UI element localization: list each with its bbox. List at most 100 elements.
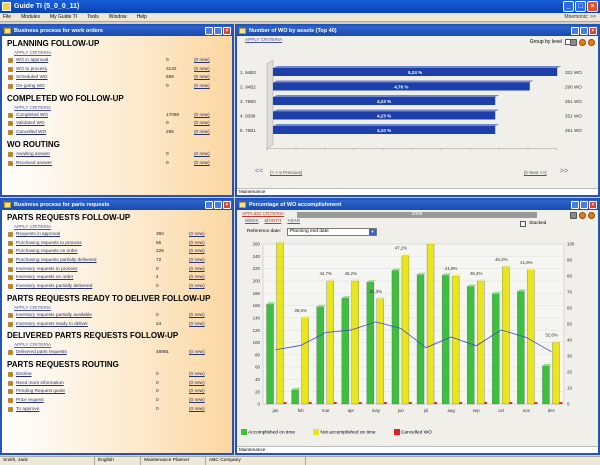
item-new-link[interactable]: (0 new) — [189, 265, 205, 271]
list-item[interactable]: Awaiting answer 0 (0 new) — [2, 150, 232, 159]
minimize-pane-button[interactable] — [205, 201, 213, 209]
mnemonic-label[interactable]: Mnemonic: >> — [564, 14, 596, 20]
list-item[interactable]: Delivered parts requests 48981 (0 new) — [2, 348, 232, 357]
bar-not-accomplished[interactable] — [426, 243, 435, 405]
apply-criteria-link[interactable]: APPLY CRITERIA — [14, 50, 52, 55]
item-new-link[interactable]: (0 new) — [189, 396, 205, 402]
list-item[interactable]: Completed WO 17068 (0 new) — [2, 111, 232, 120]
list-item[interactable]: Purchasing requests partially delivered 7… — [2, 256, 232, 265]
list-item[interactable]: Need more information 0 (0 new) — [2, 379, 232, 388]
chevron-down-icon[interactable]: ▼ — [369, 229, 376, 235]
list-item[interactable]: Purchasing requests to process 65 (0 new) — [2, 239, 232, 248]
item-new-link[interactable]: (0 new) — [189, 320, 205, 326]
list-item[interactable]: Pending Request quote 0 (0 new) — [2, 387, 232, 396]
item-new-link[interactable]: (0 new) — [189, 311, 205, 317]
bar-accomplished[interactable] — [542, 365, 550, 405]
item-label[interactable]: Scheduled WO — [16, 74, 48, 80]
print-icon[interactable] — [570, 39, 577, 46]
applied-criteria-link[interactable]: APPLIED CRITERIA — [242, 211, 285, 216]
bar-cancelled[interactable] — [459, 402, 463, 404]
item-label[interactable]: Inventory requests ready to deliver — [16, 320, 88, 326]
bar[interactable] — [273, 82, 530, 91]
item-new-link[interactable]: (0 new) — [194, 111, 210, 117]
close-pane-button[interactable]: × — [223, 201, 231, 209]
maximize-pane-button[interactable] — [214, 27, 222, 35]
week-link[interactable]: WEEK — [245, 218, 259, 223]
list-item[interactable]: Received answer 0 (0 new) — [2, 159, 232, 168]
item-label[interactable]: Inventory requests partially available — [16, 311, 92, 317]
bar-not-accomplished[interactable] — [301, 317, 309, 405]
menu-tools[interactable]: Tools — [87, 14, 99, 20]
item-new-link[interactable]: (0 new) — [194, 74, 210, 80]
bar[interactable] — [273, 68, 558, 76]
item-label[interactable]: Pending Request quote — [16, 388, 65, 394]
bar[interactable] — [273, 97, 496, 105]
list-item[interactable]: Inventory requests to process 0 (0 new) — [2, 265, 232, 274]
bar-accomplished[interactable] — [416, 274, 425, 405]
bar-accomplished[interactable] — [341, 298, 349, 405]
apply-criteria-link[interactable]: APPLY CRITERIA — [14, 224, 52, 229]
bar-not-accomplished[interactable] — [502, 266, 510, 405]
item-label[interactable]: To approve — [16, 405, 40, 411]
bar-cancelled[interactable] — [408, 402, 412, 404]
maximize-pane-button[interactable] — [580, 27, 588, 35]
list-item[interactable]: On-going WO 0 (0 new) — [2, 82, 232, 91]
month-link[interactable]: MONTH — [264, 218, 282, 223]
year-bar[interactable]: 2009 — [297, 212, 537, 218]
item-new-link[interactable]: (0 new) — [194, 129, 210, 135]
last-page-button[interactable]: >> — [560, 168, 569, 175]
item-new-link[interactable]: (0 new) — [189, 405, 205, 411]
item-new-link[interactable]: (0 new) — [189, 370, 205, 376]
maximize-button[interactable]: □ — [575, 1, 586, 12]
bar-cancelled[interactable] — [484, 402, 488, 404]
maximize-pane-button[interactable] — [580, 201, 588, 209]
list-item[interactable]: To approve 0 (0 new) — [2, 405, 232, 414]
item-new-link[interactable]: (0 new) — [194, 65, 210, 71]
settings-icon[interactable] — [588, 39, 595, 46]
menu-help[interactable]: Help — [136, 14, 147, 20]
item-new-link[interactable]: (0 new) — [194, 57, 210, 62]
bar-accomplished[interactable] — [316, 306, 324, 405]
bar-accomplished[interactable] — [467, 286, 475, 405]
item-label[interactable]: Purchasing requests partially delivered — [16, 257, 97, 263]
refresh-icon[interactable] — [579, 212, 586, 219]
list-item[interactable]: Cancelled WO 295 (0 new) — [2, 128, 232, 137]
bar-accomplished[interactable] — [366, 282, 375, 405]
bar-not-accomplished[interactable] — [527, 269, 535, 405]
item-label[interactable]: Inventory requests to process — [16, 265, 78, 271]
item-new-link[interactable]: (0 new) — [194, 159, 210, 165]
menu-window[interactable]: Window — [108, 14, 127, 20]
apply-criteria-link[interactable]: APPLY CRITERIA — [14, 104, 52, 110]
list-item[interactable]: Inventory requests on order 4 (0 new) — [2, 273, 232, 282]
item-label[interactable]: Awaiting answer — [16, 150, 51, 156]
bar-cancelled[interactable] — [534, 402, 538, 404]
item-label[interactable]: Delivered parts requests — [16, 349, 67, 355]
item-label[interactable]: Need more information — [16, 379, 64, 385]
bar-cancelled[interactable] — [333, 402, 337, 404]
item-new-link[interactable]: (0 new) — [189, 239, 205, 245]
item-new-link[interactable]: (0 new) — [189, 257, 205, 263]
list-item[interactable]: Purchasing requests on order 225 (0 new) — [2, 247, 232, 256]
bar-cancelled[interactable] — [509, 402, 513, 404]
bar-cancelled[interactable] — [559, 402, 563, 404]
first-page-button[interactable]: << — [255, 168, 264, 175]
item-label[interactable]: WO in approval — [16, 57, 49, 62]
refresh-icon[interactable] — [579, 39, 586, 46]
bar[interactable] — [273, 126, 496, 134]
bar-cancelled[interactable] — [434, 402, 438, 404]
minimize-pane-button[interactable] — [571, 27, 579, 35]
item-new-link[interactable]: (0 new) — [194, 83, 210, 89]
item-label[interactable]: Inventory requests partially delivered — [16, 283, 93, 289]
item-label[interactable]: On-going WO — [16, 83, 45, 89]
item-label[interactable]: Completed WO — [16, 111, 49, 117]
item-label[interactable]: Purchasing requests to process — [16, 239, 82, 245]
bar-not-accomplished[interactable] — [326, 280, 334, 405]
item-new-link[interactable]: (0 new) — [189, 274, 205, 280]
bar-cancelled[interactable] — [283, 402, 287, 404]
item-label[interactable]: Decline — [16, 370, 32, 376]
item-label[interactable]: Price request — [16, 396, 44, 402]
bar-accomplished[interactable] — [291, 389, 299, 405]
item-new-link[interactable]: (0 new) — [194, 120, 210, 126]
bar-accomplished[interactable] — [517, 291, 525, 405]
bar-accomplished[interactable] — [492, 293, 500, 405]
